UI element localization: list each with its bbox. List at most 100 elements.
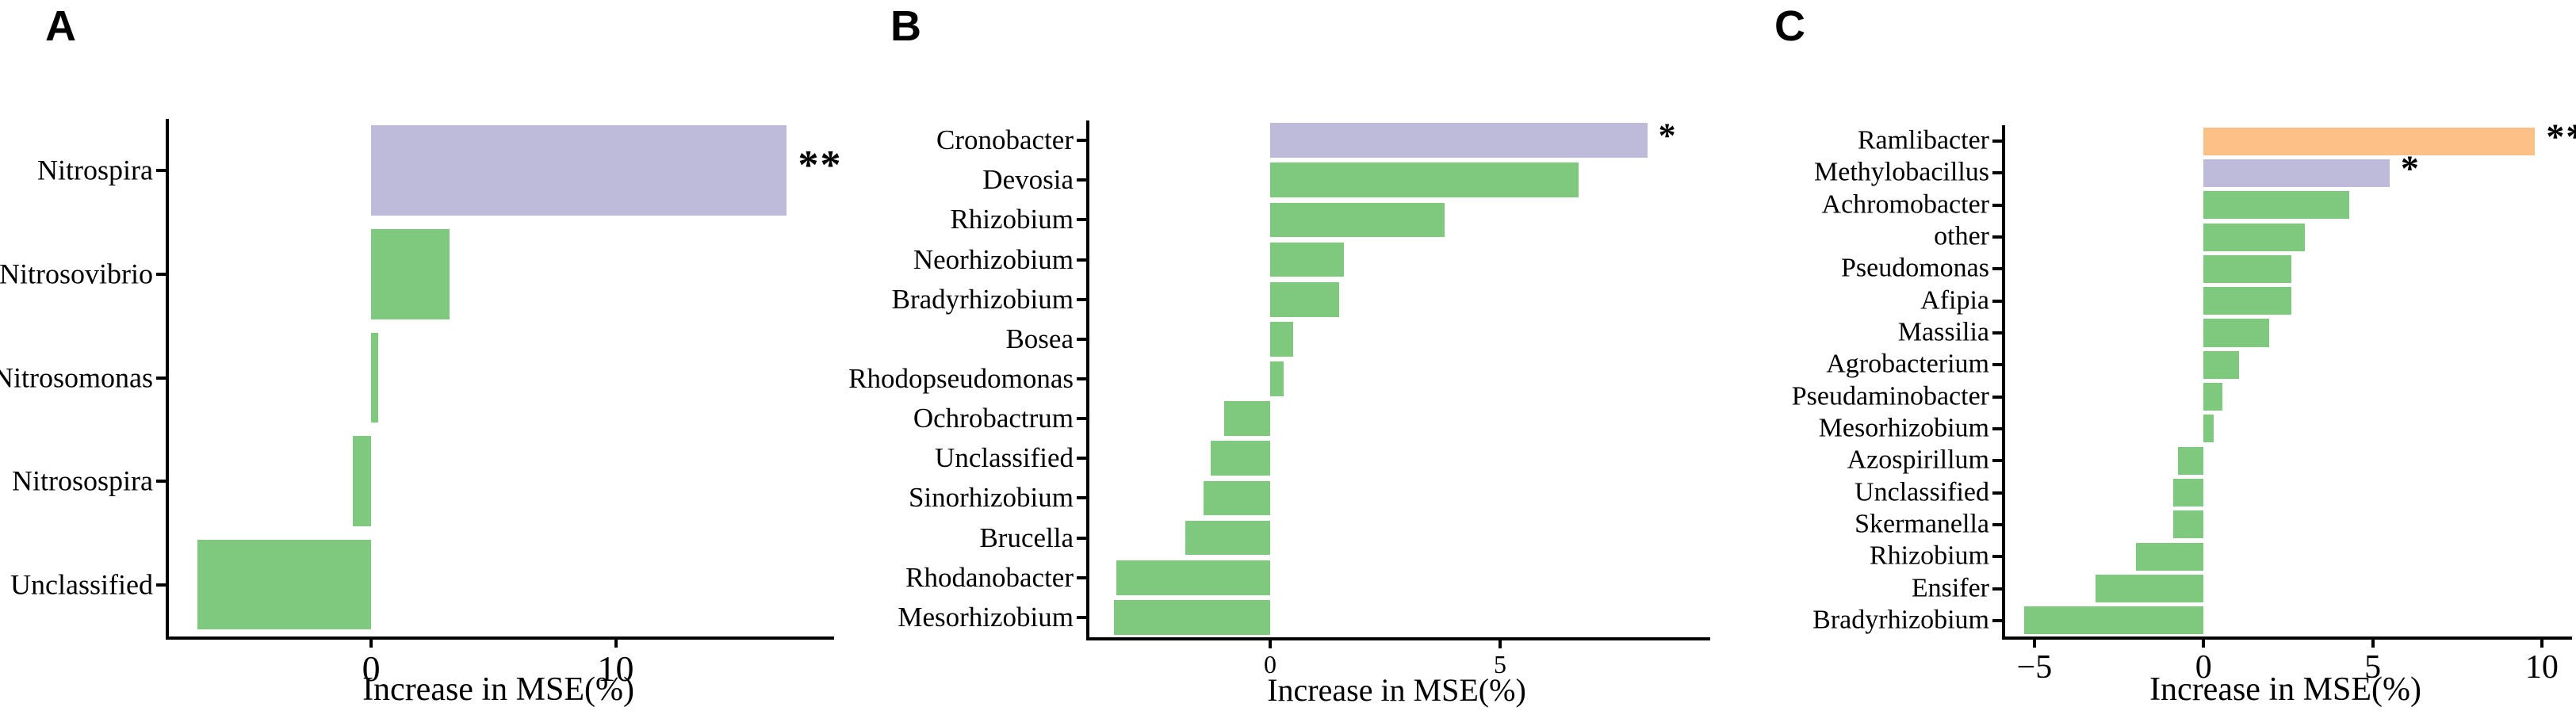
y-axis-label: Nitrosovibrio bbox=[0, 258, 153, 290]
bar-unclassified bbox=[2172, 479, 2204, 507]
y-tick-mark bbox=[1077, 457, 1086, 461]
bar-ramlibacter bbox=[2203, 127, 2536, 155]
bar-pseudaminobacter bbox=[2203, 383, 2222, 411]
bar-bradyrhizobium bbox=[2024, 606, 2204, 635]
y-tick-mark bbox=[1992, 618, 2002, 622]
y-tick-mark bbox=[1077, 496, 1086, 500]
y-tick-mark bbox=[1992, 363, 2002, 367]
bar-rhodopseudomonas bbox=[1270, 361, 1284, 396]
y-tick-mark bbox=[1077, 258, 1086, 262]
x-tick-mark bbox=[1269, 640, 1272, 648]
bar-massilia bbox=[2203, 319, 2270, 347]
x-tick-label: 5 bbox=[2364, 649, 2382, 686]
y-tick-mark bbox=[1992, 395, 2002, 399]
y-axis-label: Afipia bbox=[1920, 285, 1989, 315]
y-tick-mark bbox=[1077, 218, 1086, 222]
x-axis-title-b: Increase in MSE(%) bbox=[1267, 672, 1526, 708]
y-axis-label: Bosea bbox=[1005, 323, 1074, 354]
bar-bosea bbox=[1270, 322, 1293, 357]
bar-unclassified bbox=[1210, 441, 1270, 476]
bar-ochrobactrum bbox=[1224, 401, 1270, 436]
y-tick-mark bbox=[156, 480, 166, 484]
significance-marker: * bbox=[2400, 147, 2421, 189]
bar-pseudomonas bbox=[2203, 254, 2292, 283]
x-tick-mark bbox=[614, 640, 618, 648]
y-tick-mark bbox=[1992, 203, 2002, 207]
y-tick-mark bbox=[1077, 536, 1086, 540]
x-tick-label: −5 bbox=[2016, 649, 2053, 686]
y-tick-mark bbox=[1992, 331, 2002, 335]
y-axis-label: other bbox=[1934, 221, 1989, 251]
x-tick-label: 0 bbox=[1264, 650, 1277, 679]
y-axis-label: Pseudomonas bbox=[1841, 253, 1989, 283]
x-tick-mark bbox=[1499, 640, 1502, 648]
y-tick-mark bbox=[1077, 377, 1086, 380]
y-tick-mark bbox=[1077, 139, 1086, 143]
x-tick-label: 0 bbox=[2195, 649, 2212, 686]
y-axis-label: Mesorhizobium bbox=[898, 601, 1074, 633]
y-axis-label: Bradyrhizobium bbox=[891, 283, 1074, 315]
bar-mesorhizobium bbox=[2203, 415, 2214, 443]
x-tick-mark bbox=[2371, 640, 2375, 648]
bar-ensifer bbox=[2095, 574, 2204, 603]
y-tick-mark bbox=[1992, 459, 2002, 463]
bar-methylobacillus bbox=[2203, 159, 2390, 187]
y-axis-label: Azospirillum bbox=[1847, 445, 1989, 475]
y-tick-mark bbox=[156, 376, 166, 380]
y-axis-label: Ensifer bbox=[1911, 572, 1989, 602]
bar-nitrosospira bbox=[352, 436, 372, 526]
bar-nitrosovibrio bbox=[371, 229, 450, 319]
x-tick-label: 10 bbox=[2524, 649, 2559, 686]
y-axis-label: Unclassified bbox=[1854, 476, 1989, 506]
significance-marker: ** bbox=[798, 143, 843, 189]
y-axis-label: Unclassified bbox=[10, 568, 153, 600]
bar-rhizobium bbox=[1270, 202, 1445, 238]
y-axis-label: Mesorhizobium bbox=[1818, 413, 1989, 443]
x-tick-label: 0 bbox=[362, 648, 381, 689]
x-tick-mark bbox=[2202, 640, 2206, 648]
y-axis-label: Nitrosomonas bbox=[0, 361, 153, 393]
plot-area-a bbox=[166, 119, 834, 640]
y-axis-label: Rhodanobacter bbox=[905, 561, 1074, 593]
bar-sinorhizobium bbox=[1203, 480, 1270, 516]
y-axis-label: Cronobacter bbox=[936, 124, 1074, 155]
bar-rhodanobacter bbox=[1116, 560, 1270, 595]
x-tick-mark bbox=[2032, 640, 2036, 648]
panel-c: C Increase in MSE(%) Ramlibacter ** Methyl… bbox=[1717, 0, 2576, 711]
y-tick-mark bbox=[1077, 615, 1086, 619]
panel-b: B Increase in MSE(%) Cronobacter * Devosia… bbox=[848, 0, 1717, 711]
y-axis-label: Neorhizobium bbox=[913, 243, 1074, 275]
y-axis-label: Nitrospira bbox=[37, 154, 153, 186]
y-axis-label: Brucella bbox=[979, 522, 1074, 553]
y-tick-mark bbox=[1992, 555, 2002, 559]
significance-marker: ** bbox=[2546, 116, 2576, 157]
y-tick-mark bbox=[1992, 426, 2002, 430]
y-tick-mark bbox=[1992, 299, 2002, 303]
bar-nitrospira bbox=[371, 125, 787, 216]
y-tick-mark bbox=[1992, 171, 2002, 175]
significance-marker: * bbox=[1658, 116, 1678, 155]
y-axis-label: Rhizobium bbox=[950, 204, 1074, 235]
x-axis-title-a: Increase in MSE(%) bbox=[362, 671, 634, 708]
panel-letter-b: B bbox=[890, 2, 921, 50]
plot-area-c bbox=[2002, 125, 2572, 640]
y-tick-mark bbox=[1992, 235, 2002, 239]
panel-letter-a: A bbox=[45, 2, 76, 50]
y-tick-mark bbox=[1077, 417, 1086, 421]
y-tick-mark bbox=[1077, 178, 1086, 182]
bar-brucella bbox=[1185, 520, 1270, 556]
y-axis-label: Massilia bbox=[1897, 317, 1989, 347]
bar-agrobacterium bbox=[2203, 350, 2240, 379]
bar-nitrosomonas bbox=[371, 332, 379, 423]
y-tick-mark bbox=[156, 272, 166, 276]
y-axis-label: Ramlibacter bbox=[1857, 125, 1989, 155]
y-axis-label: Devosia bbox=[982, 164, 1074, 196]
bar-other bbox=[2203, 223, 2306, 251]
x-tick-label: 10 bbox=[597, 648, 634, 689]
bar-rhizobium bbox=[2135, 542, 2204, 571]
y-tick-mark bbox=[1077, 337, 1086, 341]
y-axis-label: Bradyrhizobium bbox=[1812, 605, 1989, 635]
x-axis-title-c: Increase in MSE(%) bbox=[2149, 671, 2421, 708]
bar-bradyrhizobium bbox=[1270, 281, 1339, 317]
plot-area-b bbox=[1086, 120, 1710, 640]
